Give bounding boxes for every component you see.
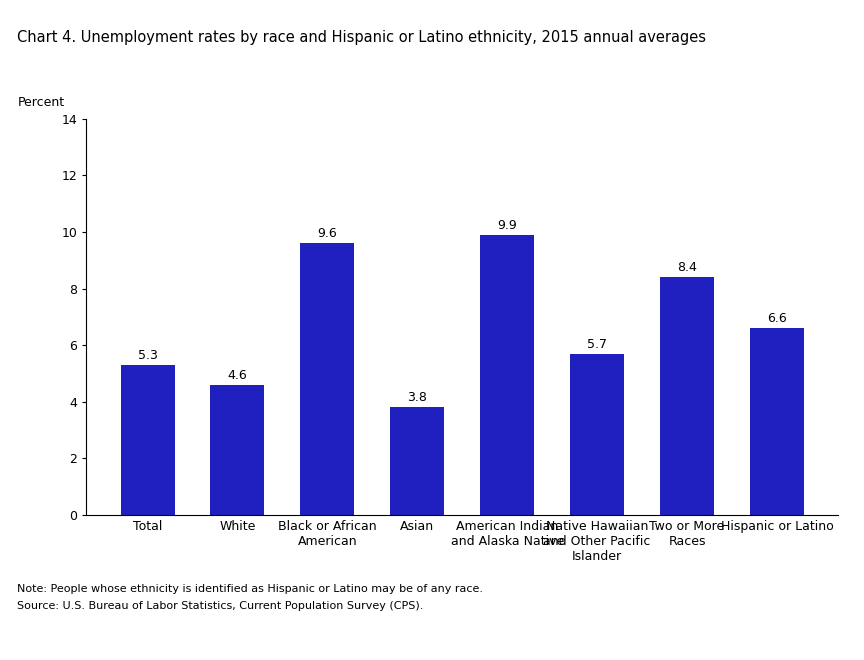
Text: 8.4: 8.4 [677, 261, 697, 275]
Text: Source: U.S. Bureau of Labor Statistics, Current Population Survey (CPS).: Source: U.S. Bureau of Labor Statistics,… [17, 601, 423, 610]
Text: Chart 4. Unemployment rates by race and Hispanic or Latino ethnicity, 2015 annua: Chart 4. Unemployment rates by race and … [17, 30, 706, 45]
Bar [750, 328, 804, 515]
Text: Percent: Percent [17, 96, 65, 109]
Bar [570, 354, 624, 515]
Bar [480, 235, 534, 515]
Text: 9.6: 9.6 [317, 228, 337, 240]
Bar [660, 277, 714, 515]
Text: 5.3: 5.3 [137, 349, 157, 362]
Text: Note: People whose ethnicity is identified as Hispanic or Latino may be of any r: Note: People whose ethnicity is identifi… [17, 584, 483, 594]
Text: 4.6: 4.6 [227, 369, 247, 382]
Bar [391, 407, 444, 515]
Text: 5.7: 5.7 [588, 338, 607, 350]
Text: 3.8: 3.8 [407, 391, 427, 405]
Bar [121, 365, 175, 515]
Bar [211, 385, 264, 515]
Text: 9.9: 9.9 [498, 219, 517, 232]
Text: 6.6: 6.6 [767, 312, 787, 325]
Bar [301, 244, 354, 515]
